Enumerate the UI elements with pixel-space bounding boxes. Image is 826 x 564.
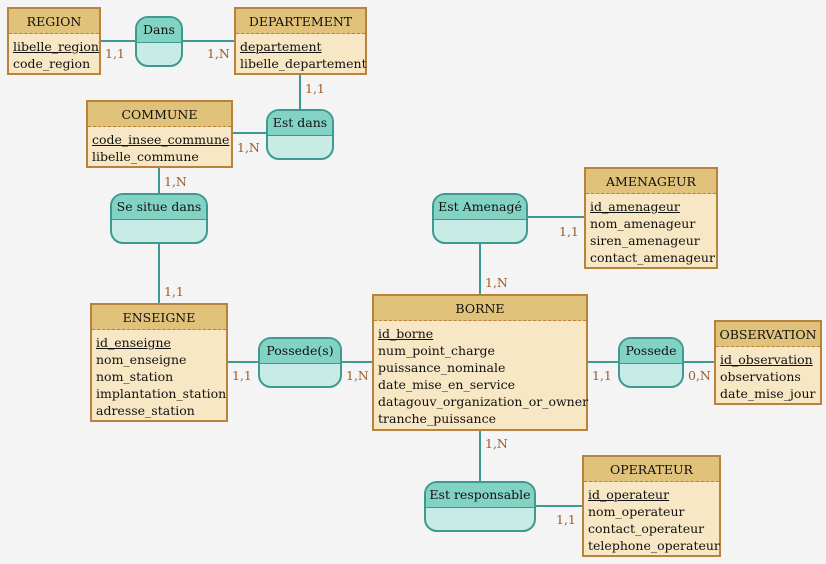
entity-title: AMENAGEUR — [586, 169, 716, 194]
entity-title: DEPARTEMENT — [236, 9, 365, 34]
entity-title: REGION — [9, 9, 99, 34]
association-label: Est responsable — [426, 483, 534, 508]
primary-key: id_enseigne — [96, 335, 171, 350]
attribute: date_mise_jour — [720, 386, 816, 401]
attribute: implantation_station — [96, 386, 227, 401]
attribute: contact_amenageur — [590, 250, 715, 265]
association-est-amenage[interactable]: Est Amenagé — [432, 193, 528, 244]
association-label: Est Amenagé — [434, 195, 526, 220]
cardinality-label: 1,1 — [305, 81, 325, 96]
association-label: Dans — [137, 18, 181, 43]
cardinality-label: 1,1 — [105, 46, 125, 61]
cardinality-label: 1,N — [346, 368, 369, 383]
attribute: siren_amenageur — [590, 233, 700, 248]
entity-region[interactable]: REGION libelle_region code_region — [7, 7, 101, 75]
attribute: nom_enseigne — [96, 352, 187, 367]
entity-borne[interactable]: BORNE id_borne num_point_charge puissanc… — [372, 294, 588, 431]
entity-operateur[interactable]: OPERATEUR id_operateur nom_operateur con… — [582, 455, 721, 557]
association-est-responsable[interactable]: Est responsable — [424, 481, 536, 532]
cardinality-label: 1,1 — [592, 368, 612, 383]
attribute: nom_operateur — [588, 504, 685, 519]
attribute: libelle_departement — [240, 56, 367, 71]
cardinality-label: 1,1 — [559, 224, 579, 239]
primary-key: id_observation — [720, 352, 813, 367]
primary-key: departement — [240, 39, 322, 54]
entity-title: OPERATEUR — [584, 457, 719, 482]
cardinality-label: 1,N — [207, 46, 230, 61]
attribute: telephone_operateur — [588, 538, 720, 553]
attribute: datagouv_organization_or_owner — [378, 394, 589, 409]
attribute: date_mise_en_service — [378, 377, 515, 392]
cardinality-label: 1,N — [237, 140, 260, 155]
association-est-dans[interactable]: Est dans — [266, 109, 334, 160]
attribute: observations — [720, 369, 801, 384]
attribute: nom_amenageur — [590, 216, 696, 231]
entity-title: BORNE — [374, 296, 586, 321]
association-label: Est dans — [268, 111, 332, 136]
entity-observation[interactable]: OBSERVATION id_observation observations … — [714, 320, 822, 405]
attribute: contact_operateur — [588, 521, 705, 536]
attribute: code_region — [13, 56, 91, 71]
cardinality-label: 1,1 — [232, 368, 252, 383]
primary-key: libelle_region — [13, 39, 99, 54]
association-se-situe-dans[interactable]: Se situe dans — [110, 193, 208, 244]
primary-key: code_insee_commune — [92, 132, 230, 147]
association-label: Possede — [620, 339, 682, 364]
cardinality-label: 1,1 — [556, 512, 576, 527]
entity-enseigne[interactable]: ENSEIGNE id_enseigne nom_enseigne nom_st… — [90, 303, 228, 422]
attribute: nom_station — [96, 369, 174, 384]
attribute: libelle_commune — [92, 149, 199, 164]
association-label: Possede(s) — [260, 339, 340, 364]
attribute: puissance_nominale — [378, 360, 506, 375]
entity-title: ENSEIGNE — [92, 305, 226, 330]
attribute: num_point_charge — [378, 343, 495, 358]
attribute: adresse_station — [96, 403, 195, 418]
entity-title: COMMUNE — [88, 102, 231, 127]
entity-amenageur[interactable]: AMENAGEUR id_amenageur nom_amenageur sir… — [584, 167, 718, 269]
cardinality-label: 0,N — [688, 368, 711, 383]
cardinality-label: 1,N — [164, 174, 187, 189]
primary-key: id_borne — [378, 326, 434, 341]
attribute: tranche_puissance — [378, 411, 496, 426]
entity-commune[interactable]: COMMUNE code_insee_commune libelle_commu… — [86, 100, 233, 168]
cardinality-label: 1,N — [485, 275, 508, 290]
cardinality-label: 1,1 — [164, 284, 184, 299]
cardinality-label: 1,N — [485, 436, 508, 451]
entity-departement[interactable]: DEPARTEMENT departement libelle_departem… — [234, 7, 367, 75]
association-dans[interactable]: Dans — [135, 16, 183, 67]
primary-key: id_operateur — [588, 487, 670, 502]
association-possede[interactable]: Possede — [618, 337, 684, 388]
association-possedes[interactable]: Possede(s) — [258, 337, 342, 388]
primary-key: id_amenageur — [590, 199, 680, 214]
entity-title: OBSERVATION — [716, 322, 820, 347]
association-label: Se situe dans — [112, 195, 206, 220]
